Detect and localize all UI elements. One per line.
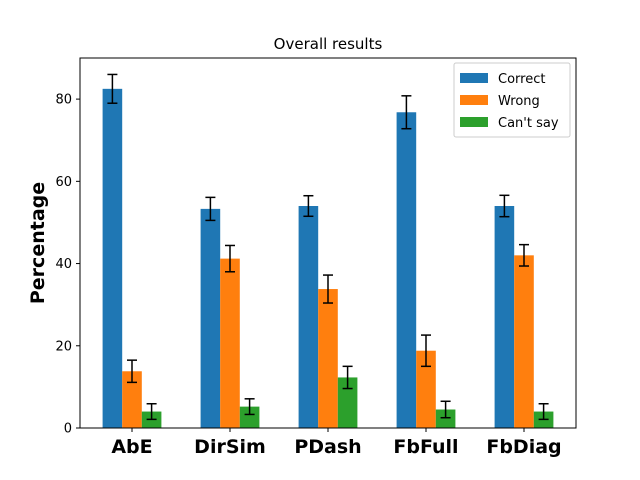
errorbar-correct-pdash — [303, 194, 314, 218]
y-tick-label-40: 40 — [55, 257, 72, 272]
errorbar-can-t-say-dirsim — [244, 398, 255, 416]
bar-can-t-say-pdash — [337, 377, 358, 428]
y-axis-label: Percentage — [27, 182, 49, 304]
chart-title: Overall results — [274, 35, 383, 53]
legend-label-correct: Correct — [498, 72, 545, 87]
y-tick-label-20: 20 — [55, 339, 72, 354]
bar-correct-abe — [102, 88, 123, 428]
bar-correct-dirsim — [200, 208, 221, 428]
errorbar-wrong-pdash — [323, 274, 333, 304]
y-tick-label-0: 0 — [64, 422, 72, 437]
bar-wrong-dirsim — [220, 258, 240, 428]
x-tick-label-dirsim: DirSim — [194, 436, 266, 458]
errorbar-wrong-abe — [127, 359, 137, 384]
axes-layer: AbE DirSim PDash FbFull FbDiag 0 20 40 60 80 — [55, 57, 577, 458]
x-tick-label-fbdiag: FbDiag — [486, 436, 561, 458]
bar-wrong-pdash — [318, 289, 338, 428]
y-tick-label-60: 60 — [55, 175, 72, 190]
bar-correct-pdash — [298, 206, 319, 428]
bar-can-t-say-fbfull — [435, 409, 456, 428]
errorbar-can-t-say-fbdiag — [538, 402, 549, 421]
bar-wrong-fbfull — [416, 350, 436, 428]
errorbars-layer — [107, 73, 549, 421]
bar-can-t-say-dirsim — [239, 406, 260, 428]
axes-frame — [79, 57, 577, 429]
bars-layer — [102, 88, 554, 429]
legend-label-wrong: Wrong — [498, 94, 540, 109]
errorbar-correct-fbfull — [401, 95, 412, 130]
legend-swatch-can-t-say — [460, 117, 488, 127]
y-tick-label-80: 80 — [55, 93, 72, 108]
legend: Correct Wrong Can't say — [453, 62, 571, 138]
x-tick-label-abe: AbE — [111, 436, 152, 458]
legend-label-can-t-say: Can't say — [498, 116, 559, 131]
errorbar-wrong-fbdiag — [519, 243, 529, 267]
legend-swatch-wrong — [460, 95, 488, 105]
errorbar-can-t-say-abe — [146, 402, 157, 421]
errorbar-can-t-say-pdash — [342, 365, 353, 390]
bar-correct-fbfull — [396, 112, 417, 429]
errorbar-correct-dirsim — [205, 196, 216, 222]
errorbar-correct-abe — [107, 73, 118, 104]
errorbar-wrong-fbfull — [421, 334, 431, 368]
bar-correct-fbdiag — [494, 206, 515, 428]
bar-wrong-abe — [122, 371, 142, 428]
errorbar-wrong-dirsim — [225, 244, 235, 273]
x-tick-label-fbfull: FbFull — [393, 436, 458, 458]
bar-wrong-fbdiag — [514, 255, 534, 428]
x-tick-label-pdash: PDash — [294, 436, 361, 458]
errorbar-can-t-say-fbfull — [440, 400, 451, 419]
legend-swatch-correct — [460, 73, 488, 83]
errorbar-correct-fbdiag — [499, 194, 510, 218]
